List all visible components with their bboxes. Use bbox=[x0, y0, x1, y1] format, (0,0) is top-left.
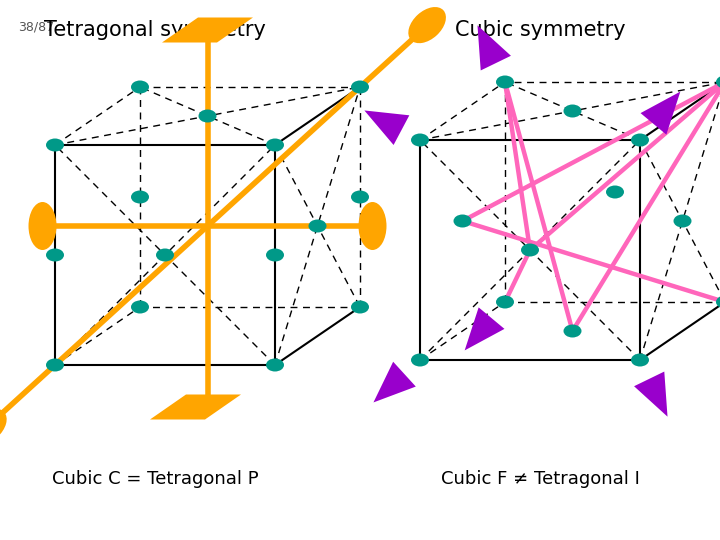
Ellipse shape bbox=[131, 191, 149, 204]
Ellipse shape bbox=[631, 133, 649, 146]
Ellipse shape bbox=[496, 295, 514, 308]
Ellipse shape bbox=[199, 110, 217, 123]
Ellipse shape bbox=[564, 325, 582, 338]
Ellipse shape bbox=[359, 202, 387, 250]
Text: Cubic C = Tetragonal P: Cubic C = Tetragonal P bbox=[52, 470, 258, 488]
Polygon shape bbox=[634, 372, 667, 417]
Ellipse shape bbox=[454, 214, 472, 227]
Ellipse shape bbox=[131, 300, 149, 314]
Ellipse shape bbox=[308, 219, 326, 233]
Text: Cubic symmetry: Cubic symmetry bbox=[455, 20, 625, 40]
Polygon shape bbox=[364, 111, 410, 145]
Ellipse shape bbox=[496, 76, 514, 89]
Ellipse shape bbox=[266, 359, 284, 372]
Ellipse shape bbox=[29, 202, 56, 250]
Text: Cubic F ≠ Tetragonal I: Cubic F ≠ Tetragonal I bbox=[441, 470, 639, 488]
Ellipse shape bbox=[351, 191, 369, 204]
Ellipse shape bbox=[606, 186, 624, 199]
Ellipse shape bbox=[408, 7, 446, 43]
Ellipse shape bbox=[521, 244, 539, 256]
Polygon shape bbox=[374, 362, 415, 402]
Polygon shape bbox=[477, 25, 511, 70]
Ellipse shape bbox=[0, 409, 6, 445]
Ellipse shape bbox=[351, 80, 369, 93]
Ellipse shape bbox=[46, 248, 64, 261]
Text: 38/87: 38/87 bbox=[18, 20, 54, 33]
Ellipse shape bbox=[46, 359, 64, 372]
Polygon shape bbox=[641, 92, 680, 134]
Ellipse shape bbox=[673, 214, 691, 227]
Text: Tetragonal symmetry: Tetragonal symmetry bbox=[44, 20, 266, 40]
Ellipse shape bbox=[131, 80, 149, 93]
Ellipse shape bbox=[716, 76, 720, 89]
Ellipse shape bbox=[266, 248, 284, 261]
Polygon shape bbox=[162, 17, 253, 43]
Ellipse shape bbox=[564, 105, 582, 118]
Polygon shape bbox=[464, 307, 505, 350]
Ellipse shape bbox=[351, 300, 369, 314]
Ellipse shape bbox=[411, 354, 429, 367]
Ellipse shape bbox=[156, 248, 174, 261]
Ellipse shape bbox=[46, 138, 64, 152]
Polygon shape bbox=[150, 395, 241, 420]
Ellipse shape bbox=[631, 354, 649, 367]
Ellipse shape bbox=[716, 295, 720, 308]
Ellipse shape bbox=[266, 138, 284, 152]
Ellipse shape bbox=[411, 133, 429, 146]
